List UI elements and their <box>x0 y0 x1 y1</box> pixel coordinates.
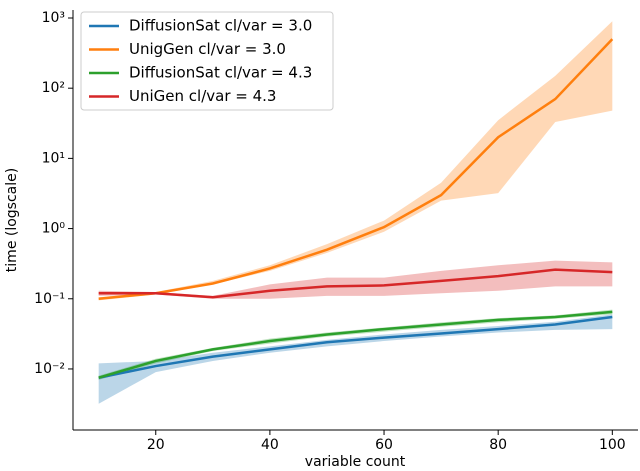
confidence-band <box>98 21 613 301</box>
legend-label: DiffusionSat cl/var = 4.3 <box>129 64 312 82</box>
confidence-band <box>98 309 613 380</box>
x-axis-label: variable count <box>305 454 406 470</box>
legend-label: UniGen cl/var = 4.3 <box>129 87 276 105</box>
legend-box <box>80 11 334 111</box>
x-tick-label: 80 <box>489 437 507 453</box>
y-tick-label: 10⁻² <box>34 361 65 377</box>
y-tick-label: 10⁻¹ <box>34 291 65 307</box>
y-tick-label: 10¹ <box>42 150 65 166</box>
y-axis-label: time (logscale) <box>4 168 20 272</box>
legend-label: UnigGen cl/var = 3.0 <box>129 40 286 58</box>
line <box>98 38 614 301</box>
y-tick-label: 10³ <box>42 10 65 26</box>
line <box>98 310 613 379</box>
line <box>98 268 613 299</box>
x-tick-label: 40 <box>261 437 279 453</box>
x-tick-label: 100 <box>599 437 626 453</box>
legend: DiffusionSat cl/var = 3.0 UnigGen cl/var … <box>80 11 334 111</box>
y-tick-label: 10⁰ <box>42 221 66 237</box>
confidence-band <box>98 260 613 299</box>
legend-label: DiffusionSat cl/var = 3.0 <box>129 17 312 35</box>
y-tick-label: 10² <box>42 80 65 96</box>
line <box>98 315 613 379</box>
x-tick-label: 60 <box>375 437 393 453</box>
x-tick-label: 20 <box>147 437 165 453</box>
